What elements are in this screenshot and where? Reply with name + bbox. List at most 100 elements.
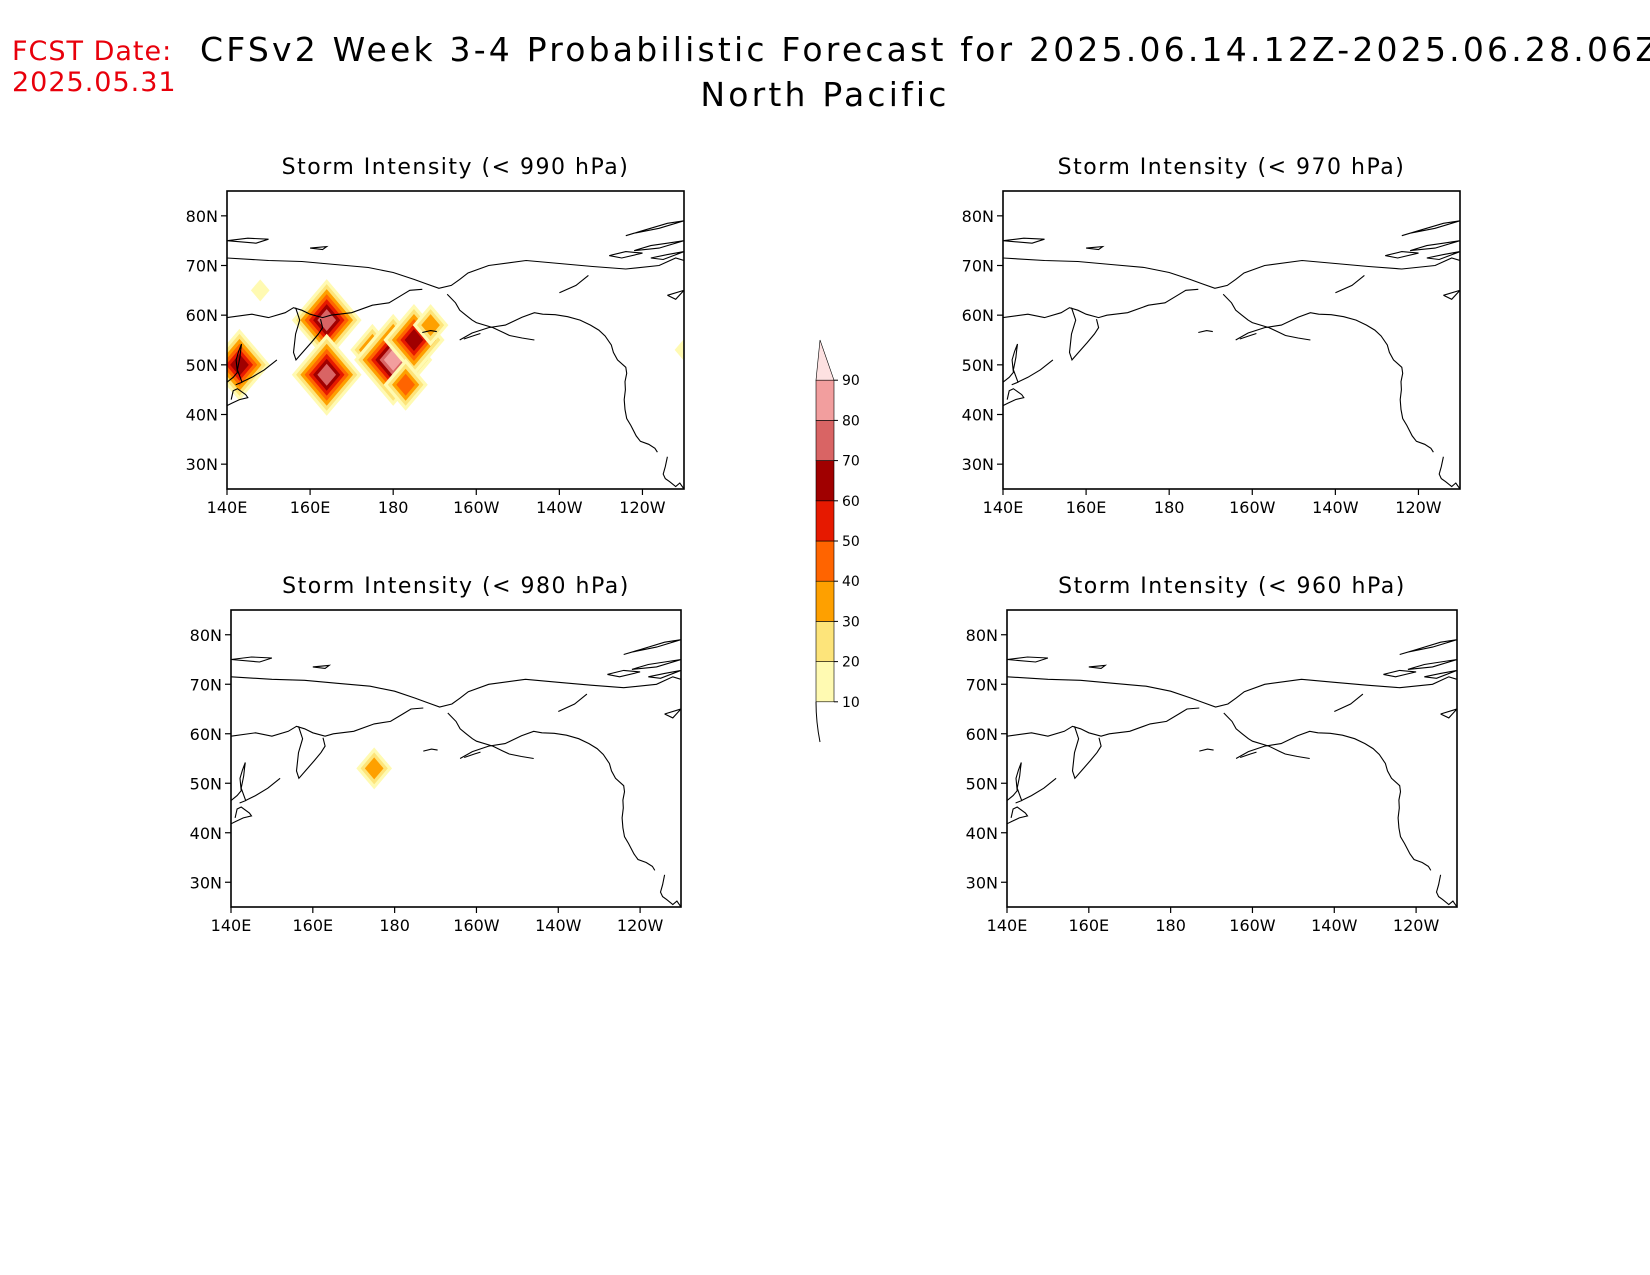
colorbar-segment — [815, 621, 835, 662]
coastline — [1086, 245, 1105, 251]
lat-tick-label: 70N — [966, 675, 998, 694]
map-panel-p960: Storm Intensity (< 960 hPa) 30N 40N 50N 60N 7… — [966, 574, 1458, 935]
lon-tick-label: 180 — [1154, 498, 1185, 517]
coastline — [423, 748, 438, 752]
coastline — [667, 289, 684, 300]
coastline — [1003, 257, 1460, 289]
lon-tick-label: 140W — [535, 916, 582, 935]
lon-tick-label: 180 — [1155, 916, 1186, 935]
coastline — [1401, 220, 1460, 237]
coastline — [1239, 332, 1257, 340]
probability-contour — [250, 279, 270, 302]
colorbar-label: 10 — [842, 695, 860, 711]
coastline — [559, 274, 589, 294]
probability-contour — [674, 338, 684, 361]
lon-tick-label: 160E — [290, 498, 331, 517]
lon-tick-label: 160E — [1068, 916, 1109, 935]
lon-tick-label: 120W — [619, 498, 666, 517]
coastline — [633, 240, 684, 252]
coastline — [1383, 669, 1417, 678]
coastline — [422, 330, 437, 334]
coastline — [1003, 388, 1025, 407]
map-area — [1003, 220, 1460, 489]
colorbar-label: 70 — [842, 454, 860, 470]
map-area — [231, 639, 681, 907]
lat-tick-label: 40N — [190, 824, 222, 843]
coastline — [227, 257, 684, 289]
lat-tick-label: 40N — [962, 406, 994, 425]
lon-tick-label: 160W — [1229, 916, 1276, 935]
coastline — [1409, 240, 1460, 252]
coastline — [1007, 806, 1029, 825]
coastline — [231, 806, 253, 825]
coastline — [1071, 726, 1102, 780]
probability-contour — [364, 757, 384, 780]
coastline — [1335, 274, 1365, 294]
coastline — [241, 359, 278, 383]
map-frame — [226, 190, 685, 490]
coastline — [459, 312, 658, 453]
probability-contour — [396, 373, 415, 396]
coastline — [1426, 251, 1460, 261]
panel-title: Storm Intensity (< 970 hPa) — [1058, 155, 1406, 180]
forecast-date-label: FCST Date: 2025.05.31 — [12, 36, 177, 98]
colorbar-segment — [815, 500, 835, 542]
coastline — [1407, 658, 1457, 670]
coastline — [1198, 330, 1213, 334]
lon-tick-label: 180 — [378, 498, 409, 517]
coastline — [227, 388, 249, 407]
lat-tick-label: 40N — [186, 406, 218, 425]
colorbar-segment — [815, 580, 835, 622]
colorbar-label: 90 — [842, 373, 860, 389]
lon-tick-label: 160E — [292, 916, 333, 935]
coastline — [1440, 708, 1457, 719]
coastline — [463, 332, 481, 340]
coastline — [623, 639, 681, 656]
region-title: North Pacific — [700, 75, 950, 114]
coastline — [1068, 307, 1100, 361]
coastline — [1385, 251, 1419, 259]
coastline — [231, 707, 424, 737]
colorbar-segment — [815, 420, 835, 461]
lat-tick-label: 30N — [190, 873, 222, 892]
coastline — [1424, 669, 1457, 679]
lon-tick-label: 140W — [536, 498, 583, 517]
colorbar-label: 50 — [842, 534, 860, 550]
lon-tick-label: 120W — [1393, 916, 1440, 935]
map-area — [227, 220, 684, 489]
lon-tick-label: 140E — [211, 916, 252, 935]
map-panel-p990: Storm Intensity (< 990 hPa) 30N 40N 50N 60N 7… — [186, 155, 685, 517]
coastline — [625, 220, 684, 237]
probability-contour — [421, 314, 440, 337]
coastline — [1021, 777, 1057, 802]
colorbar-label: 30 — [842, 614, 860, 630]
lon-tick-label: 160W — [453, 498, 500, 517]
coastline — [1235, 730, 1432, 871]
lat-tick-label: 50N — [966, 774, 998, 793]
coastline — [662, 456, 684, 489]
colorbar-bottom-extension — [815, 701, 821, 743]
lat-tick-label: 50N — [186, 356, 218, 375]
lon-tick-label: 180 — [379, 916, 410, 935]
coastline — [231, 656, 273, 663]
map-frame — [230, 609, 682, 908]
coastline — [1007, 707, 1200, 737]
coastline — [1235, 312, 1434, 453]
coastline — [650, 251, 684, 261]
lat-tick-label: 60N — [186, 306, 218, 325]
lon-tick-label: 120W — [1395, 498, 1442, 517]
coastline — [631, 658, 681, 670]
lat-tick-label: 60N — [966, 725, 998, 744]
coastline — [447, 712, 534, 760]
probability-contour — [404, 329, 424, 351]
lat-tick-label: 60N — [190, 725, 222, 744]
probability-contour — [230, 353, 249, 376]
coastline — [648, 669, 681, 679]
colorbar-label: 80 — [842, 413, 860, 429]
map-area — [1007, 639, 1457, 907]
colorbar-segment — [815, 379, 835, 421]
lat-tick-label: 80N — [962, 207, 994, 226]
lon-tick-label: 140W — [1312, 498, 1359, 517]
lon-tick-label: 160E — [1066, 498, 1107, 517]
coastline — [1222, 293, 1311, 341]
